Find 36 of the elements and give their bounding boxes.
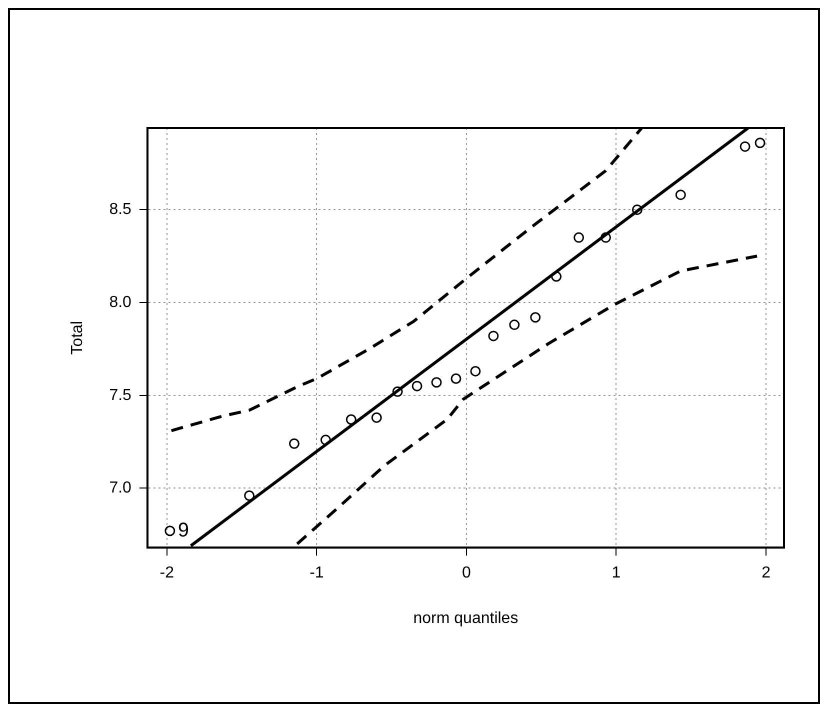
point xyxy=(754,138,766,148)
y-tick-label: 8.0 xyxy=(109,294,132,311)
point xyxy=(392,386,403,397)
point xyxy=(740,141,750,152)
point xyxy=(346,414,356,425)
y-tick-label: 7.0 xyxy=(109,480,132,497)
y-axis-title: Total xyxy=(69,320,86,355)
point xyxy=(164,526,176,536)
point xyxy=(470,366,481,376)
point xyxy=(450,373,462,384)
page-frame: norm quantiles Total -2 -1 0 1 2 7.0 7.5 8.0 8.5 9 xyxy=(8,8,820,704)
x-tick-label: -1 xyxy=(310,564,324,582)
point xyxy=(431,377,442,388)
point xyxy=(288,438,300,449)
point xyxy=(488,330,499,342)
line-series xyxy=(170,128,644,432)
point xyxy=(320,434,331,446)
y-tick-label: 8.5 xyxy=(109,201,132,218)
x-tick-label: -2 xyxy=(160,564,174,582)
point xyxy=(675,190,686,200)
point xyxy=(530,312,541,323)
point xyxy=(412,380,422,392)
x-axis-title: norm quantiles xyxy=(413,610,518,627)
annotation: 9 xyxy=(178,519,190,542)
line-series xyxy=(296,254,759,546)
point xyxy=(551,271,562,282)
point xyxy=(371,412,382,423)
point xyxy=(600,232,612,243)
point xyxy=(632,204,642,215)
x-tick-label: 2 xyxy=(762,564,771,582)
point xyxy=(244,490,255,501)
point xyxy=(574,232,584,243)
point xyxy=(509,320,520,330)
x-tick-label: 0 xyxy=(462,564,472,582)
x-tick-label: 1 xyxy=(612,564,621,582)
y-tick-label: 7.5 xyxy=(109,386,132,404)
